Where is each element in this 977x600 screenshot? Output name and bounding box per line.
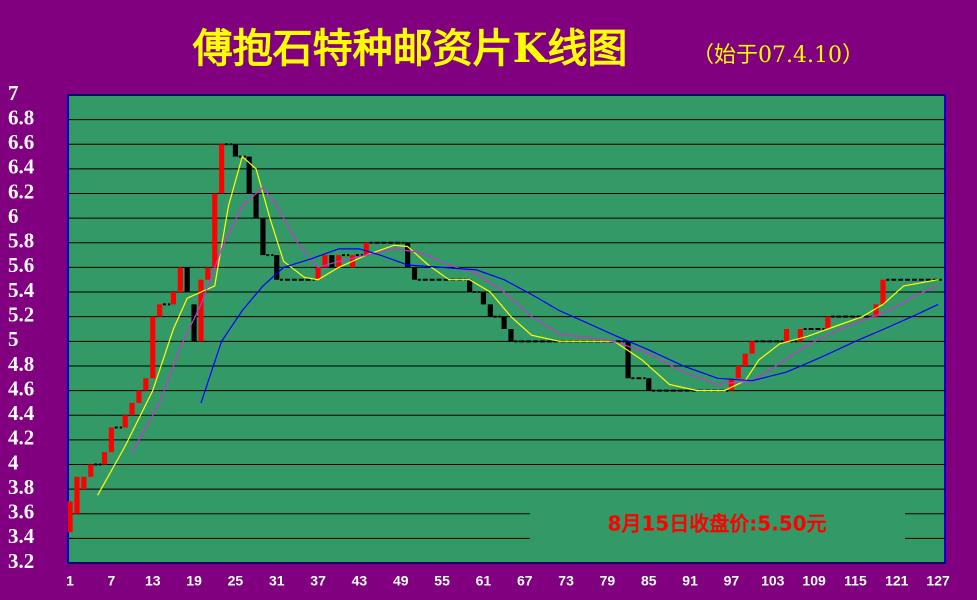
moving-average-line — [131, 186, 939, 453]
x-tick-label: 127 — [926, 573, 950, 589]
y-tick-label: 4.6 — [8, 376, 34, 400]
candle-body — [274, 255, 280, 280]
candle-body — [170, 292, 176, 305]
y-tick-label: 4.2 — [8, 426, 34, 450]
x-tick-label: 67 — [517, 573, 533, 589]
candle-body — [405, 242, 411, 268]
y-tick-label: 3.8 — [8, 475, 34, 499]
annotation-box — [530, 510, 905, 540]
candle-body — [212, 193, 218, 268]
candle-body — [191, 304, 197, 342]
candle-body — [322, 255, 328, 268]
candle-body — [136, 390, 142, 403]
moving-average-line — [97, 155, 939, 496]
candle-body — [329, 255, 335, 268]
y-tick-label: 3.2 — [8, 549, 34, 573]
x-tick-label: 61 — [476, 573, 492, 589]
candle-body — [253, 193, 259, 219]
candle-body — [742, 353, 748, 366]
candle-body — [198, 279, 204, 342]
x-tick-label: 73 — [558, 573, 574, 589]
candle-body — [411, 267, 418, 280]
x-tick-label: 121 — [885, 573, 909, 589]
x-tick-label: 103 — [761, 573, 785, 589]
candle-body — [508, 329, 514, 342]
x-tick-label: 1 — [66, 573, 74, 589]
candle-body — [67, 501, 73, 533]
candle-body — [315, 267, 321, 280]
candle-body — [101, 452, 108, 465]
candle-body — [363, 242, 369, 256]
candle-body — [749, 341, 755, 354]
candle-body — [825, 316, 831, 329]
x-tick-label: 109 — [802, 573, 826, 589]
x-tick-label: 79 — [600, 573, 616, 589]
candle-body — [646, 378, 652, 391]
x-tick-label: 97 — [724, 573, 740, 589]
candle-body — [177, 267, 183, 293]
x-tick-label: 115 — [844, 573, 867, 589]
x-tick-label: 19 — [186, 573, 202, 589]
x-tick-label: 85 — [641, 573, 657, 589]
moving-average-line — [200, 248, 939, 404]
y-tick-label: 6.8 — [8, 105, 34, 129]
y-tick-label: 6.2 — [8, 179, 34, 203]
y-tick-label: 3.6 — [8, 500, 34, 524]
candle-body — [129, 402, 135, 416]
x-tick-label: 91 — [682, 573, 698, 589]
y-tick-label: 5.2 — [8, 302, 34, 326]
candle-body — [157, 304, 163, 317]
candle-body — [728, 378, 735, 391]
chart-subtitle: （始于07.4.10） — [692, 43, 864, 68]
x-tick-label: 37 — [310, 573, 326, 589]
x-tick-label: 49 — [393, 573, 409, 589]
candle-body — [873, 304, 879, 317]
candle-body — [88, 464, 94, 477]
candle-body — [797, 329, 803, 342]
candle-body — [501, 316, 507, 329]
candle-body — [735, 365, 741, 379]
candle-body — [246, 156, 252, 194]
candle-body — [74, 476, 80, 514]
x-tick-label: 7 — [108, 573, 116, 589]
candle-body — [81, 476, 87, 490]
y-tick-label: 4.8 — [8, 352, 34, 376]
y-tick-label: 6.6 — [8, 130, 34, 154]
candle-body — [625, 341, 631, 379]
candle-body — [232, 144, 238, 157]
candle-body — [480, 292, 487, 305]
annotation: 8月15日收盘价:5.50元 — [607, 512, 826, 536]
candle-body — [108, 427, 114, 453]
y-tick-label: 3.4 — [8, 524, 35, 548]
candle-body — [184, 267, 190, 293]
y-tick-label: 5.4 — [8, 278, 35, 302]
x-tick-label: 13 — [145, 573, 161, 589]
y-tick-label: 6 — [8, 204, 19, 228]
candle-body — [467, 279, 473, 293]
candle-body — [122, 415, 128, 428]
x-tick-label: 25 — [228, 573, 244, 589]
y-tick-label: 5.8 — [8, 229, 34, 253]
candle-body — [219, 144, 225, 194]
candle-body — [880, 279, 886, 305]
chart-title: 傅抱石特种邮资片K线图 — [192, 25, 628, 72]
x-tick-label: 31 — [269, 573, 285, 589]
y-tick-label: 4 — [8, 450, 19, 474]
x-tick-label: 43 — [352, 573, 368, 589]
x-tick-label: 55 — [434, 573, 450, 589]
candle-body — [783, 329, 790, 342]
y-tick-label: 6.4 — [8, 155, 35, 179]
y-tick-label: 4.4 — [8, 401, 35, 425]
candle-body — [143, 378, 149, 391]
candle-body — [487, 304, 493, 317]
candle-body — [205, 267, 211, 280]
y-tick-label: 7 — [8, 81, 19, 105]
candle-body — [150, 316, 156, 379]
y-tick-label: 5 — [8, 327, 19, 351]
candle-body — [260, 218, 266, 256]
y-tick-label: 5.6 — [8, 253, 34, 277]
